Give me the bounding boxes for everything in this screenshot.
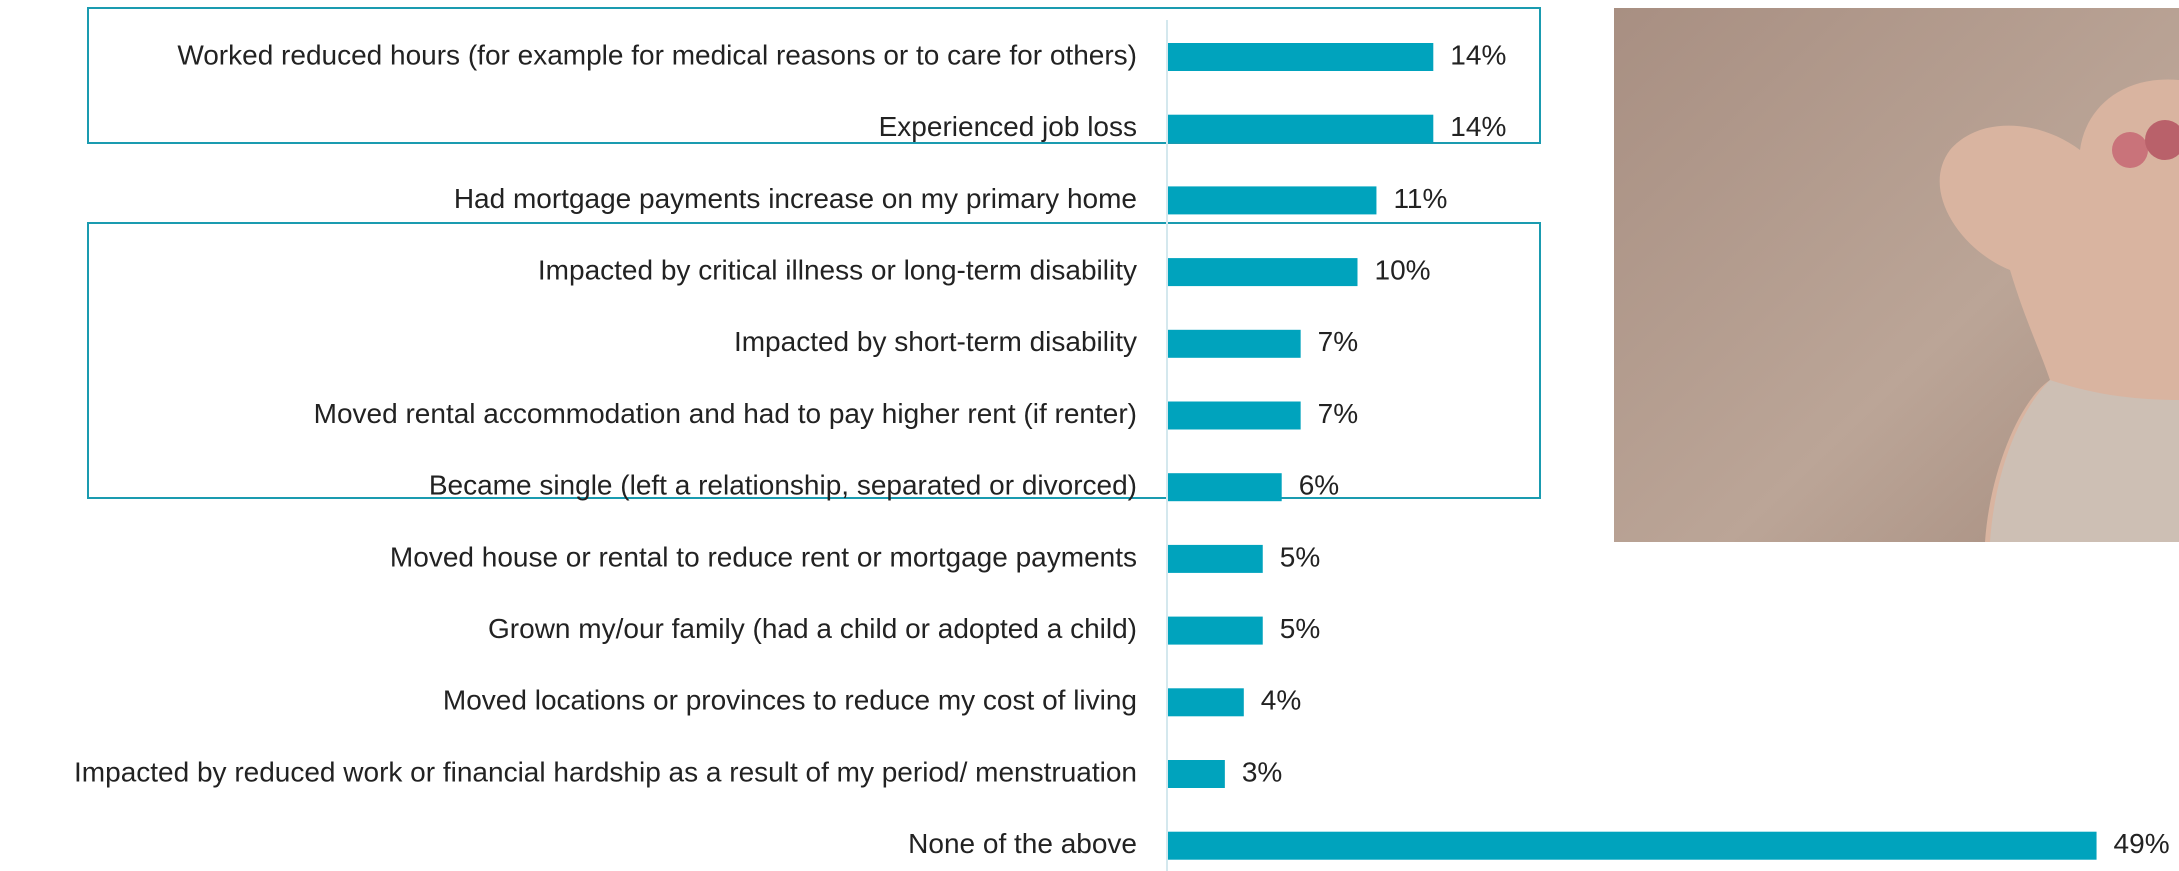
bar <box>1168 258 1358 287</box>
value-label: 14% <box>1450 111 1506 142</box>
bar <box>1168 688 1244 717</box>
category-label: Moved rental accommodation and had to pa… <box>314 398 1137 429</box>
value-label: 7% <box>1318 326 1358 357</box>
highlight-box <box>87 7 1541 144</box>
bar <box>1168 186 1377 215</box>
bar <box>1168 473 1282 502</box>
value-label: 14% <box>1450 39 1506 70</box>
category-label: Impacted by critical illness or long-ter… <box>538 254 1137 285</box>
category-label: Grown my/our family (had a child or adop… <box>488 613 1137 644</box>
photo <box>1614 8 2179 542</box>
value-label: 5% <box>1280 541 1320 572</box>
category-label: Had mortgage payments increase on my pri… <box>454 183 1137 214</box>
category-label: Moved locations or provinces to reduce m… <box>443 685 1137 716</box>
value-label: 5% <box>1280 613 1320 644</box>
bar <box>1168 831 2097 860</box>
value-label: 10% <box>1375 254 1431 285</box>
value-label: 6% <box>1299 470 1339 501</box>
category-label: Moved house or rental to reduce rent or … <box>390 541 1137 572</box>
highlight-box <box>87 222 1541 499</box>
value-label: 49% <box>2114 828 2170 859</box>
value-label: 3% <box>1242 756 1282 787</box>
category-label: Impacted by reduced work or financial ha… <box>74 756 1137 787</box>
value-label: 11% <box>1393 183 1447 214</box>
bar <box>1168 616 1263 645</box>
category-label: Worked reduced hours (for example for me… <box>177 39 1137 70</box>
category-label: Became single (left a relationship, sepa… <box>429 470 1137 501</box>
bar <box>1168 329 1301 358</box>
category-label: None of the above <box>908 828 1137 859</box>
bar <box>1168 544 1263 573</box>
bar <box>1168 43 1434 71</box>
value-label: 4% <box>1261 685 1301 716</box>
bar <box>1168 114 1434 143</box>
bar <box>1168 401 1301 430</box>
bar <box>1168 760 1225 788</box>
category-label: Impacted by short-term disability <box>734 326 1137 357</box>
category-label: Experienced job loss <box>879 111 1137 142</box>
value-label: 7% <box>1318 398 1358 429</box>
